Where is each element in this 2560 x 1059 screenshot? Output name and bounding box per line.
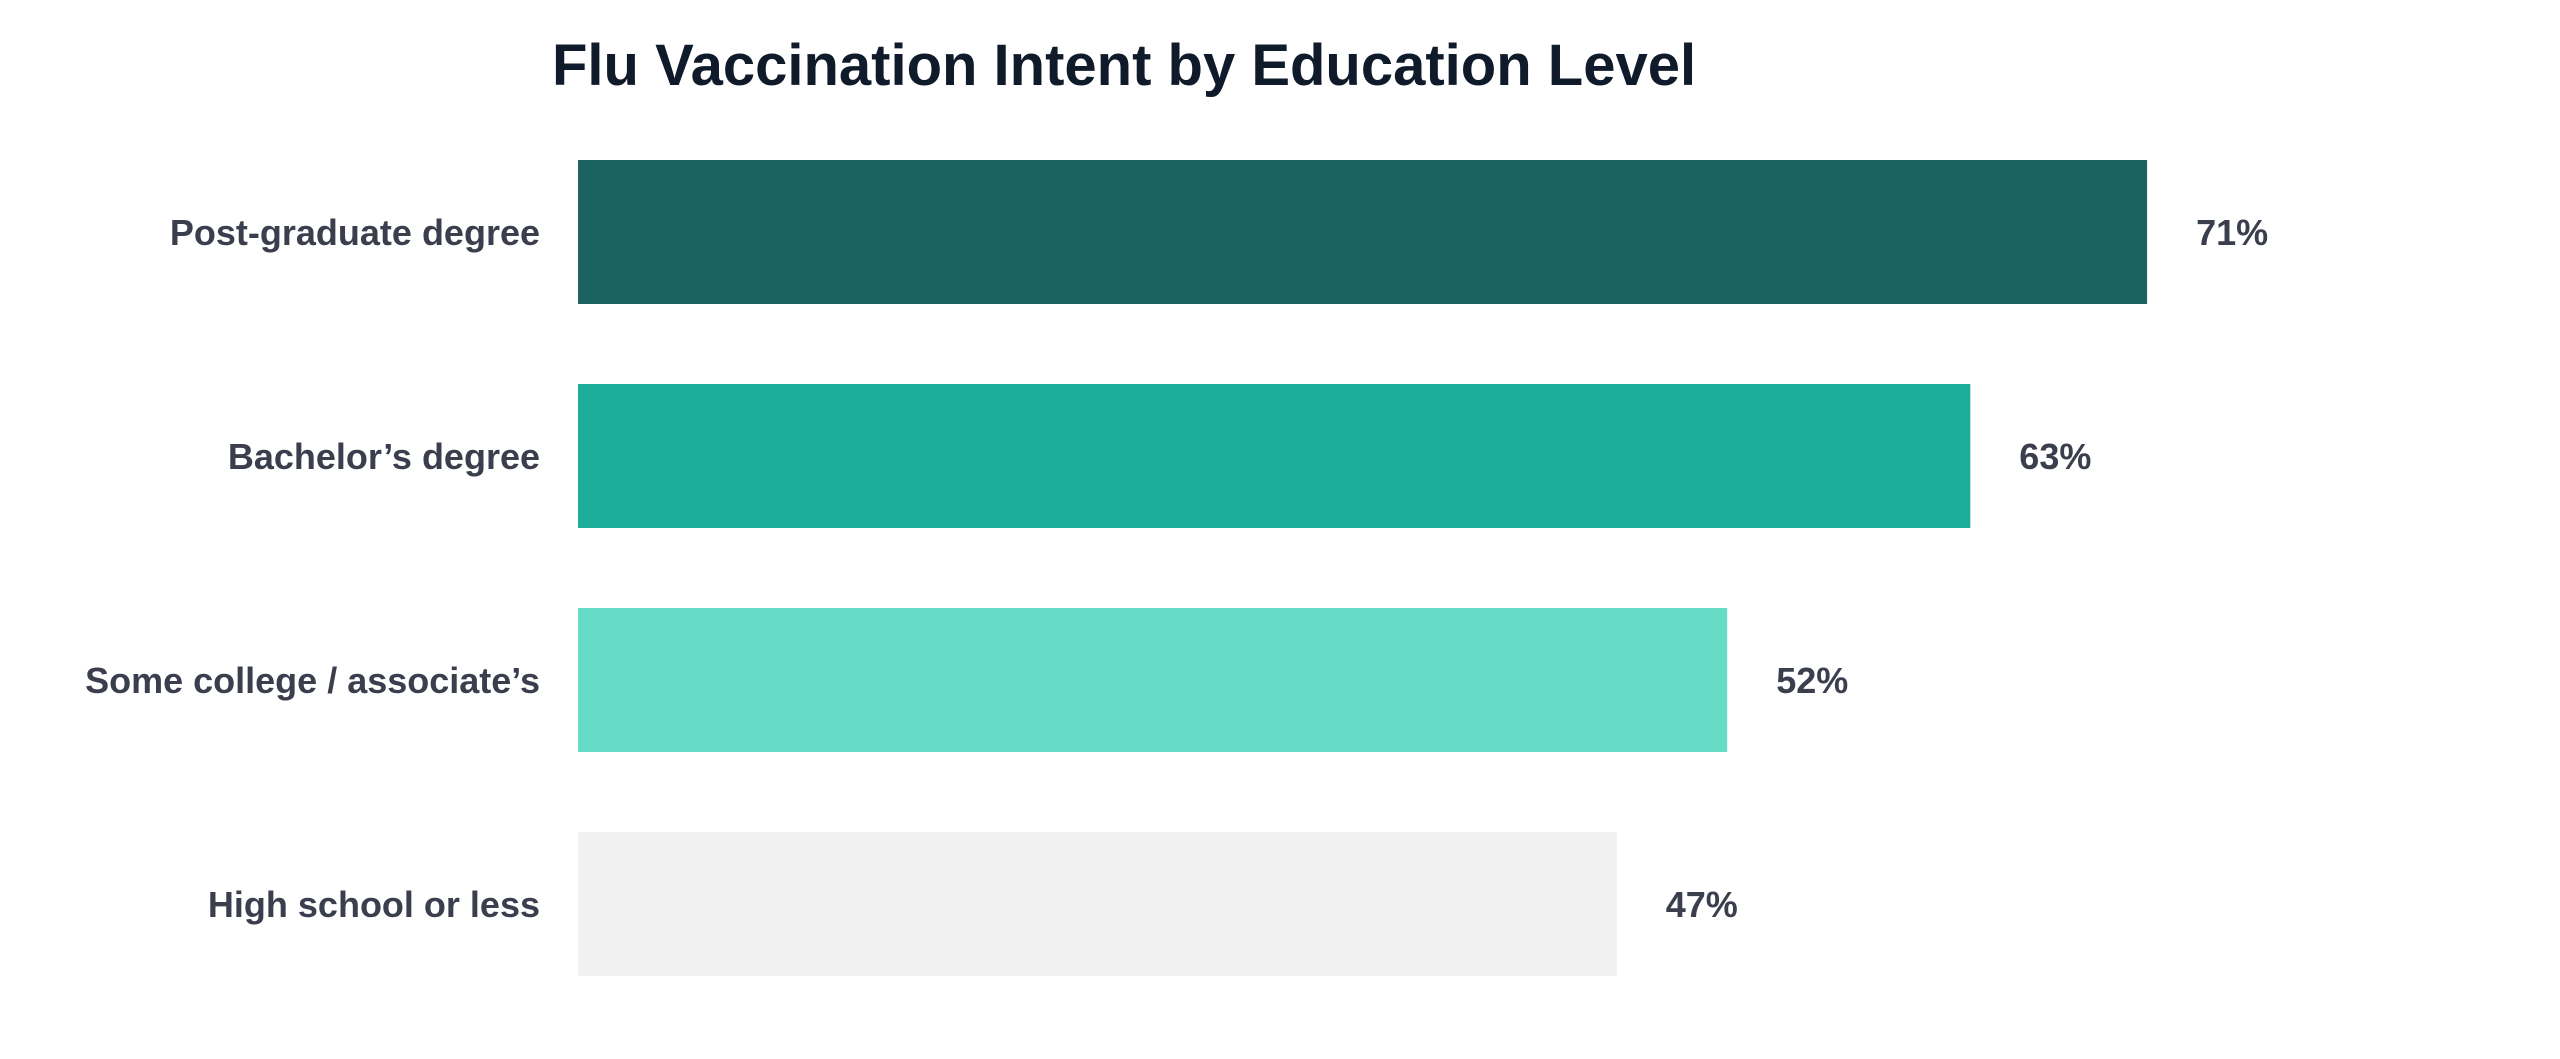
bars-group: Post-graduate degree 71% Bachelor’s degree…	[85, 160, 2268, 976]
bar-2	[578, 608, 1728, 752]
bar-1	[578, 384, 1971, 528]
category-label: High school or less	[208, 884, 540, 925]
value-label: 52%	[1776, 660, 1848, 701]
value-label: 71%	[2196, 212, 2268, 253]
bar-3	[578, 832, 1617, 976]
value-label: 63%	[2019, 436, 2091, 477]
chart-title: Flu Vaccination Intent by Education Leve…	[552, 33, 1696, 98]
category-label: Bachelor’s degree	[228, 436, 540, 477]
value-label: 47%	[1666, 884, 1738, 925]
category-label: Some college / associate’s	[85, 660, 540, 701]
category-label: Post-graduate degree	[170, 212, 540, 253]
bar-0	[578, 160, 2148, 304]
